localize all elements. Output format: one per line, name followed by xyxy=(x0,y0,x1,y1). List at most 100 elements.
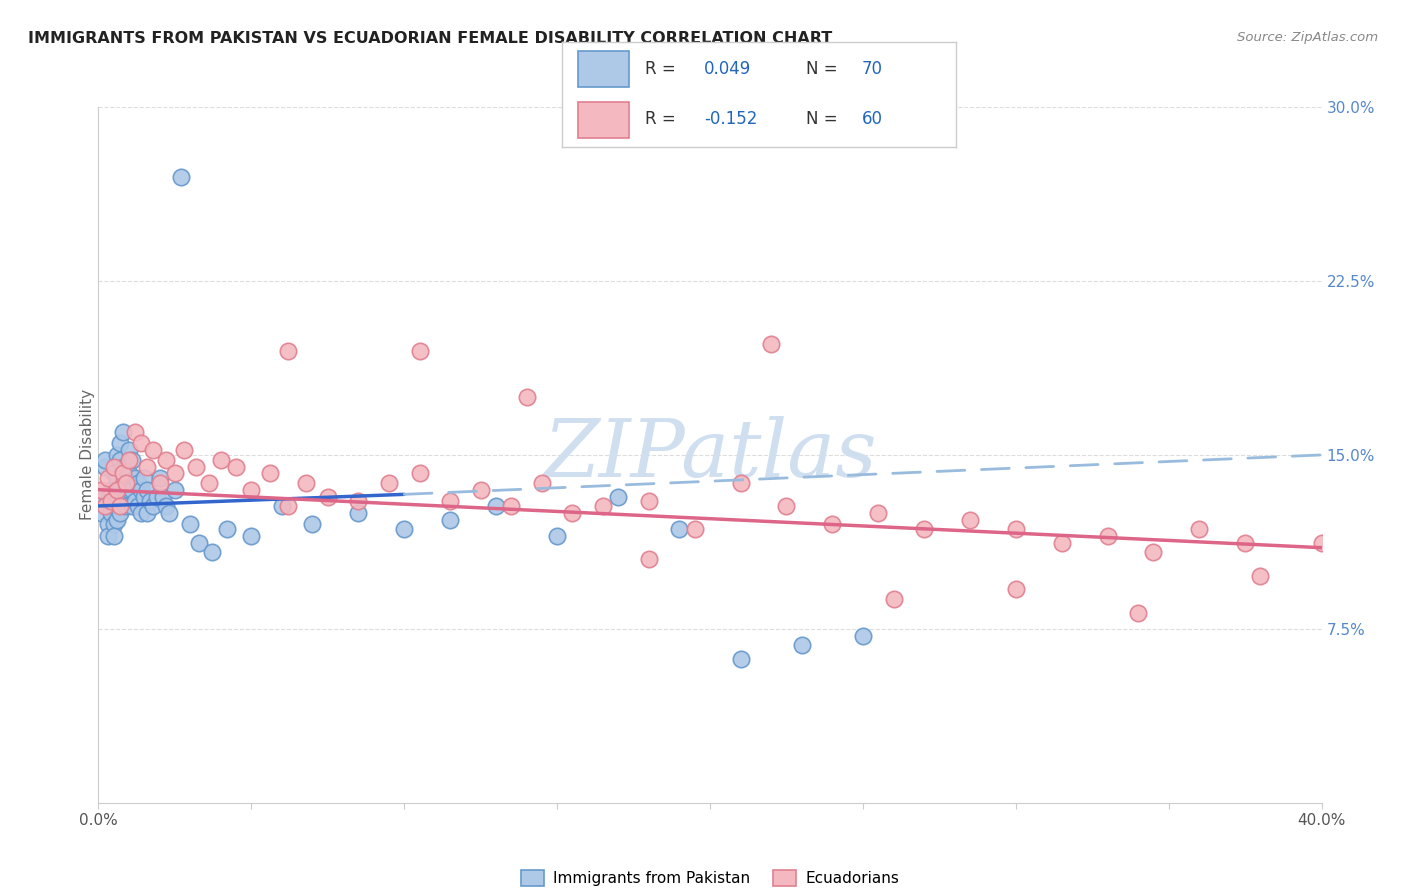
Point xyxy=(100,506,122,520)
Point xyxy=(501,499,523,513)
Bar xyxy=(578,102,630,137)
Point xyxy=(592,499,614,513)
Point xyxy=(115,475,138,490)
Point xyxy=(152,490,174,504)
Point xyxy=(93,459,115,474)
Point xyxy=(470,483,492,497)
Point xyxy=(485,499,508,513)
Point xyxy=(93,452,115,467)
Point xyxy=(108,499,131,513)
Point xyxy=(240,483,263,497)
Point xyxy=(115,475,138,490)
Point xyxy=(127,475,149,490)
Point xyxy=(1004,582,1026,597)
Point xyxy=(821,517,844,532)
Point xyxy=(97,529,120,543)
Text: -0.152: -0.152 xyxy=(704,110,758,128)
Point xyxy=(134,490,156,504)
Point xyxy=(683,522,706,536)
Point xyxy=(93,499,115,513)
Point xyxy=(316,490,339,504)
Point xyxy=(124,494,146,508)
Legend: Immigrants from Pakistan, Ecuadorians: Immigrants from Pakistan, Ecuadorians xyxy=(515,864,905,892)
Point xyxy=(197,475,219,490)
Text: IMMIGRANTS FROM PAKISTAN VS ECUADORIAN FEMALE DISABILITY CORRELATION CHART: IMMIGRANTS FROM PAKISTAN VS ECUADORIAN F… xyxy=(28,31,832,46)
Point xyxy=(730,475,752,490)
Point xyxy=(163,483,186,497)
Point xyxy=(129,483,152,497)
Point xyxy=(516,390,538,404)
Point xyxy=(912,522,935,536)
Point xyxy=(118,443,141,458)
Point xyxy=(90,506,112,520)
Point xyxy=(139,494,162,508)
Point xyxy=(108,436,131,450)
Point xyxy=(959,513,981,527)
Point xyxy=(108,506,131,520)
Point xyxy=(730,652,752,666)
Point xyxy=(200,545,222,559)
Point xyxy=(259,467,281,481)
Point xyxy=(170,169,193,184)
Text: R =: R = xyxy=(645,110,681,128)
Point xyxy=(155,452,177,467)
Point xyxy=(136,483,159,497)
Text: Source: ZipAtlas.com: Source: ZipAtlas.com xyxy=(1237,31,1378,45)
Point xyxy=(561,506,583,520)
Point xyxy=(124,425,146,439)
Point xyxy=(225,459,247,474)
Point xyxy=(1310,536,1333,550)
Point xyxy=(277,499,299,513)
Point xyxy=(97,494,120,508)
Point xyxy=(790,638,813,652)
Point xyxy=(1188,522,1211,536)
Point xyxy=(103,529,125,543)
Point xyxy=(111,494,134,508)
Point xyxy=(105,471,128,485)
Point xyxy=(209,452,232,467)
Point xyxy=(121,499,143,513)
Point xyxy=(759,336,782,351)
Point xyxy=(118,483,141,497)
Point xyxy=(215,522,238,536)
Point xyxy=(129,436,152,450)
Point xyxy=(240,529,263,543)
Point xyxy=(118,467,141,481)
Point xyxy=(188,536,211,550)
Point xyxy=(142,443,165,458)
Point xyxy=(145,490,167,504)
Point xyxy=(378,475,401,490)
Point xyxy=(668,522,690,536)
Point xyxy=(1249,568,1271,582)
Point xyxy=(127,499,149,513)
Point xyxy=(852,629,875,643)
Point xyxy=(105,494,128,508)
Point xyxy=(136,506,159,520)
Bar xyxy=(578,52,630,87)
Point xyxy=(637,494,661,508)
Text: N =: N = xyxy=(807,110,844,128)
Point xyxy=(118,452,141,467)
Point xyxy=(163,467,186,481)
Text: N =: N = xyxy=(807,61,844,78)
Point xyxy=(90,483,112,497)
Point xyxy=(115,499,138,513)
Y-axis label: Female Disability: Female Disability xyxy=(80,389,94,521)
Point xyxy=(121,483,143,497)
Point xyxy=(100,499,122,513)
Point xyxy=(103,459,125,474)
Point xyxy=(530,475,553,490)
Point xyxy=(124,471,146,485)
Point xyxy=(295,475,318,490)
Text: 0.049: 0.049 xyxy=(704,61,751,78)
Point xyxy=(1050,536,1073,550)
Point xyxy=(111,459,134,474)
Point xyxy=(136,459,159,474)
Point xyxy=(142,499,165,513)
Point xyxy=(103,517,125,532)
Text: ZIPatlas: ZIPatlas xyxy=(543,417,877,493)
Point xyxy=(97,517,120,532)
Point xyxy=(186,459,208,474)
Point xyxy=(121,452,143,467)
Point xyxy=(439,513,461,527)
